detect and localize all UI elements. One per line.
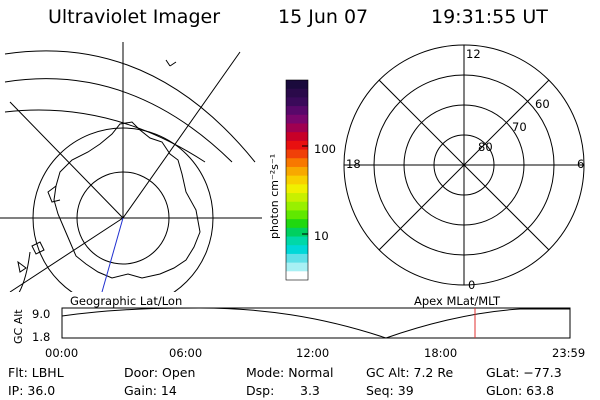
colorbar-swatch — [286, 132, 308, 142]
geographic-map — [0, 42, 262, 292]
colorbar-swatch — [286, 262, 308, 272]
colorbar-swatch — [286, 97, 308, 107]
polar-label-0: 0 — [468, 278, 476, 292]
glat-readout: GLat: −77.3 — [486, 365, 562, 380]
date-readout: 15 Jun 07 — [278, 6, 369, 28]
colorbar-swatch — [286, 245, 308, 255]
polar-plot — [343, 44, 585, 286]
colorbar-swatch — [286, 140, 308, 151]
colorbar-swatch — [286, 271, 308, 281]
lat-arc — [18, 251, 31, 292]
lat-arc — [4, 50, 256, 163]
gain-readout: Gain: 14 — [124, 383, 177, 398]
colorbar-swatch — [286, 123, 308, 133]
timeline-frame — [61, 307, 571, 339]
timeline-xtick: 06:00 — [169, 346, 203, 360]
track-line — [101, 217, 124, 292]
ip-readout: IP: 36.0 — [8, 383, 56, 398]
colorbar-swatch — [286, 219, 308, 229]
meridian — [9, 101, 124, 219]
polar-label-12: 12 — [466, 47, 481, 61]
colorbar-swatch — [286, 114, 308, 124]
colorbar-swatch — [286, 201, 308, 211]
filter-readout: Flt: LBHL — [8, 365, 64, 380]
coastline — [31, 241, 45, 255]
app-title: Ultraviolet Imager — [48, 6, 221, 28]
meridian — [9, 217, 124, 292]
timeline-left-caption: Geographic Lat/Lon — [70, 294, 183, 308]
colorbar-swatch — [286, 184, 308, 194]
timeline-ytick-bottom: 1.8 — [32, 330, 51, 344]
colorbar: photon cm⁻²s⁻¹ — [268, 79, 309, 281]
altitude-timeline: GC Alt — [12, 307, 571, 344]
colorbar-swatch — [286, 158, 308, 168]
colorbar-swatch — [286, 210, 308, 220]
timeline-xtick: 12:00 — [296, 346, 330, 360]
ring-label-60: 60 — [535, 97, 550, 111]
north-arrow-icon — [165, 59, 177, 67]
lat-arc — [4, 109, 206, 163]
polar-axis — [378, 79, 550, 251]
mode-readout: Mode: Normal — [246, 365, 334, 380]
timeline-ytick-top: 9.0 — [32, 307, 51, 321]
polar-label-6: 6 — [577, 157, 585, 171]
timeline-xtick: 18:00 — [424, 346, 458, 360]
door-readout: Door: Open — [124, 365, 196, 380]
dsp-value: 3.3 — [300, 383, 320, 398]
dsp-label: Dsp: — [246, 383, 275, 398]
colorbar-swatch — [286, 80, 308, 90]
colorbar-swatch — [286, 88, 308, 98]
coastline — [53, 121, 201, 279]
timeline-xtick: 00:00 — [45, 346, 79, 360]
colorbar-tick-10: 10 — [314, 229, 329, 243]
meridian — [122, 51, 241, 219]
ring-label-80: 80 — [478, 140, 493, 154]
ring-label-70: 70 — [512, 120, 527, 134]
altitude-curve — [61, 307, 570, 339]
colorbar-swatch — [286, 149, 308, 159]
seq-readout: Seq: 39 — [366, 383, 414, 398]
time-readout: 19:31:55 UT — [431, 6, 548, 28]
colorbar-swatch — [286, 253, 308, 264]
colorbar-swatch — [286, 175, 308, 185]
gc-alt-readout: GC Alt: 7.2 Re — [366, 365, 454, 380]
coastline — [17, 260, 27, 273]
colorbar-swatch — [286, 193, 308, 203]
glon-readout: GLon: 63.8 — [486, 383, 555, 398]
colorbar-swatch — [286, 236, 308, 246]
timeline-xtick: 23:59 — [552, 346, 586, 360]
timeline-right-caption: Apex MLat/MLT — [414, 294, 501, 308]
colorbar-swatch — [286, 106, 308, 116]
timeline-yaxis-label: GC Alt — [12, 309, 25, 344]
polar-label-18: 18 — [346, 157, 361, 171]
colorbar-tick-100: 100 — [314, 142, 336, 156]
coastline — [47, 185, 61, 203]
colorbar-unit-label: photon cm⁻²s⁻¹ — [268, 154, 281, 239]
lat-arc — [4, 78, 233, 163]
colorbar-swatch — [286, 166, 308, 177]
colorbar-swatch — [286, 227, 308, 238]
